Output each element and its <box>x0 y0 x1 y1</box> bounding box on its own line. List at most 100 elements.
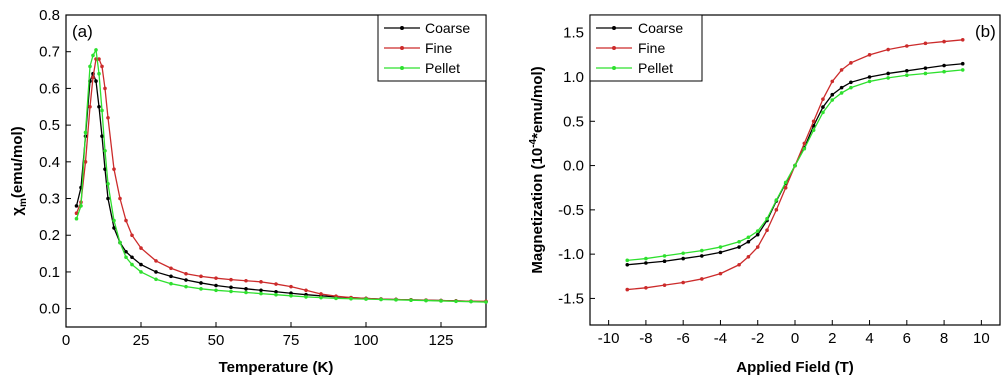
y-tick-label: 0.3 <box>39 191 60 208</box>
y-tick-label: 0.5 <box>563 113 584 130</box>
legend-marker-pellet <box>400 66 404 70</box>
data-point-fine <box>244 278 248 283</box>
data-point-fine <box>746 254 751 259</box>
data-point-coarse <box>662 259 667 264</box>
data-point-pellet <box>802 146 807 151</box>
data-point-coarse <box>289 291 293 296</box>
data-point-pellet <box>304 295 308 299</box>
y-axis-title-pre: Magnetization (10 <box>529 148 546 274</box>
data-point-pellet <box>424 298 428 303</box>
x-axis-title: Applied Field (T) <box>736 359 854 376</box>
y-tick-label: 0.8 <box>39 7 60 24</box>
panel-b-magnetization-chart: -10 -8 -6 -4 -2 0 2 4 6 8 10 -1.5 -1.0 -0.5 0.0 0.5 1.0 1… <box>528 14 1001 376</box>
data-point-fine <box>737 262 741 267</box>
data-point-pellet <box>91 53 95 58</box>
data-point-pellet <box>97 71 101 76</box>
panel-label: (a) <box>72 22 93 41</box>
data-point-fine <box>100 64 104 69</box>
y-axis-title: χm(emu/mol) <box>9 126 29 215</box>
data-point-coarse <box>124 249 128 254</box>
data-point-pellet <box>169 281 173 286</box>
data-point-fine <box>700 277 704 281</box>
y-tick-label: 1.5 <box>563 25 584 42</box>
x-tick-label: 4 <box>865 330 873 347</box>
data-point-fine <box>199 274 203 279</box>
y-axis-title-superscript: -4 <box>528 138 539 147</box>
data-point-coarse <box>130 255 134 260</box>
data-point-fine <box>718 271 723 276</box>
data-point-fine <box>783 185 788 190</box>
data-point-coarse <box>839 85 844 90</box>
x-tick-label: 8 <box>940 330 948 347</box>
data-point-pellet <box>319 295 323 300</box>
data-point-pellet <box>364 297 368 301</box>
data-point-pellet <box>718 245 723 249</box>
data-point-fine <box>811 119 816 124</box>
data-point-fine <box>319 292 323 296</box>
data-point-pellet <box>112 218 116 223</box>
legend-label-fine: Fine <box>638 40 665 56</box>
data-point-fine <box>169 266 173 271</box>
x-tick-label: 10 <box>973 330 990 347</box>
data-point-pellet <box>484 300 488 304</box>
x-tick-label: 2 <box>828 330 836 347</box>
data-point-coarse <box>106 196 110 201</box>
x-tick-label: -4 <box>714 330 727 347</box>
y-axis-title-rest: (emu/mol) <box>9 126 26 198</box>
data-point-fine <box>214 276 218 280</box>
data-point-coarse <box>886 71 890 76</box>
data-point-fine <box>106 115 110 120</box>
legend-label-coarse: Coarse <box>638 20 683 36</box>
data-point-coarse <box>184 278 188 282</box>
data-point-coarse <box>867 75 872 79</box>
data-point-fine <box>625 287 630 292</box>
data-point-pellet <box>644 256 648 261</box>
data-point-fine <box>755 245 760 249</box>
data-point-pellet <box>106 182 110 186</box>
data-point-pellet <box>867 79 872 84</box>
data-point-fine <box>830 79 835 84</box>
data-point-pellet <box>755 229 760 233</box>
data-point-pellet <box>244 290 248 295</box>
data-point-pellet <box>765 216 769 221</box>
panel-label: (b) <box>975 22 996 41</box>
data-point-coarse <box>274 289 278 294</box>
x-tick-label: 6 <box>903 330 911 347</box>
data-point-pellet <box>625 258 630 263</box>
y-tick-label: 0.6 <box>39 80 60 97</box>
data-point-pellet <box>469 299 473 304</box>
legend-label-pellet: Pellet <box>425 60 460 76</box>
data-point-fine <box>274 282 278 286</box>
data-point-pellet <box>700 248 704 253</box>
x-tick-label: -10 <box>598 330 620 347</box>
data-point-pellet <box>681 251 685 256</box>
x-tick-label: 125 <box>428 332 453 349</box>
legend-label-fine: Fine <box>425 40 452 56</box>
data-point-pellet <box>103 149 107 153</box>
x-tick-label: -6 <box>677 330 690 347</box>
data-point-coarse <box>259 288 263 293</box>
x-tick-label: 75 <box>283 332 300 349</box>
data-point-fine <box>942 39 946 44</box>
data-point-pellet <box>139 270 143 274</box>
data-point-pellet <box>334 296 338 301</box>
data-point-pellet <box>74 216 79 221</box>
data-point-pellet <box>79 204 83 208</box>
data-point-pellet <box>289 294 293 298</box>
y-tick-label: -1.5 <box>558 290 584 307</box>
data-point-coarse <box>169 274 173 279</box>
data-point-pellet <box>811 128 816 132</box>
data-point-fine <box>774 208 779 212</box>
y-axis-title-main: χ <box>9 207 26 216</box>
y-axis-title-post: *emu/mol) <box>529 66 546 139</box>
legend-marker-fine <box>400 46 404 50</box>
data-point-pellet <box>94 48 98 52</box>
data-point-coarse <box>942 63 946 68</box>
data-point-pellet <box>379 297 383 302</box>
data-point-pellet <box>88 64 92 69</box>
data-point-fine <box>103 86 107 91</box>
data-point-coarse <box>737 245 741 249</box>
legend-marker-pellet <box>612 66 616 70</box>
data-point-pellet <box>199 287 203 291</box>
data-point-coarse <box>229 285 233 290</box>
